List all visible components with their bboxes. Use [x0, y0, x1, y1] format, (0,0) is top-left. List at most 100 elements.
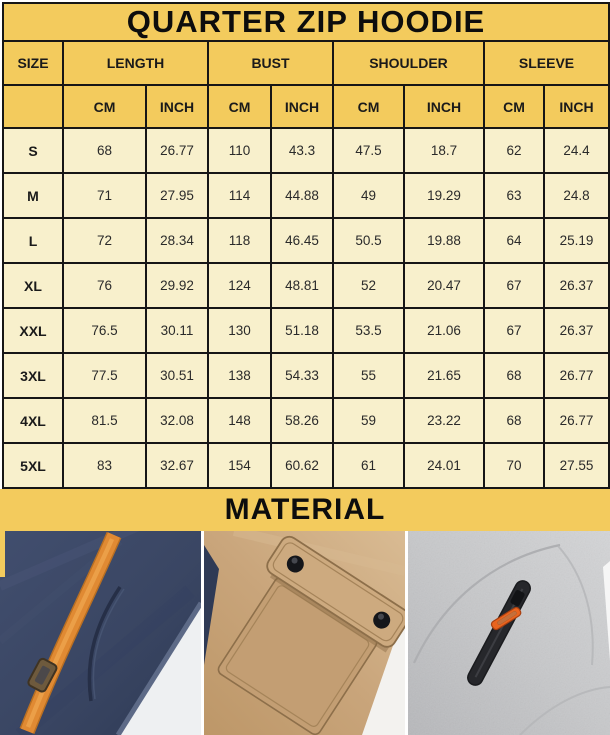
zipper-slider: [510, 590, 525, 607]
cell-bust-cm: 114: [207, 172, 272, 219]
unit-length-inch: INCH: [145, 84, 209, 129]
column-group-header-row: SIZE LENGTH BUST SHOULDER SLEEVE: [2, 40, 610, 86]
navy-fabric-image: [0, 531, 201, 735]
cell-sleeve-cm: 64: [483, 217, 545, 264]
cell-sleeve-inch: 24.4: [542, 127, 610, 174]
cell-size: XL: [2, 262, 64, 309]
size-chart-table: QUARTER ZIP HOODIE SIZE LENGTH BUST SHOU…: [1, 2, 610, 489]
drawstring-buckle: [27, 657, 58, 693]
cell-size: S: [2, 127, 64, 174]
cell-bust-cm: 138: [207, 352, 272, 399]
cell-length-cm: 68: [62, 127, 147, 174]
unit-length-cm: CM: [62, 84, 147, 129]
khaki-fabric-image: [204, 531, 405, 735]
cell-shoulder-cm: 52: [332, 262, 405, 309]
table-row-3xl: 3XL 77.5 30.51 138 54.33 55 21.65 68 26.…: [2, 352, 610, 399]
cell-sleeve-cm: 62: [483, 127, 545, 174]
cell-length-inch: 27.95: [145, 172, 209, 219]
material-photos-row: [0, 531, 610, 735]
cell-shoulder-cm: 55: [332, 352, 405, 399]
table-row-xl: XL 76 29.92 124 48.81 52 20.47 67 26.37: [2, 262, 610, 309]
cell-shoulder-inch: 21.06: [403, 307, 485, 354]
cell-size: 5XL: [2, 442, 64, 489]
cell-length-cm: 72: [62, 217, 147, 264]
cell-shoulder-inch: 18.7: [403, 127, 485, 174]
cell-shoulder-cm: 59: [332, 397, 405, 444]
snap-button-right: [373, 611, 391, 629]
table-row-5xl: 5XL 83 32.67 154 60.62 61 24.01 70 27.55: [2, 442, 610, 489]
unit-sleeve-cm: CM: [483, 84, 545, 129]
cell-shoulder-cm: 50.5: [332, 217, 405, 264]
cell-bust-cm: 154: [207, 442, 272, 489]
table-row-4xl: 4XL 81.5 32.08 148 58.26 59 23.22 68 26.…: [2, 397, 610, 444]
unit-header-spacer: [2, 84, 64, 129]
unit-header-row: CM INCH CM INCH CM INCH CM INCH: [2, 84, 610, 129]
cell-bust-inch: 48.81: [270, 262, 334, 309]
cell-bust-cm: 130: [207, 307, 272, 354]
unit-sleeve-inch: INCH: [542, 84, 610, 129]
photo-navy-drawstring: [0, 531, 201, 735]
navy-sliver: [204, 545, 219, 665]
col-header-shoulder: SHOULDER: [332, 40, 485, 86]
col-header-size: SIZE: [2, 40, 64, 86]
flap-pocket: [217, 535, 405, 735]
cell-sleeve-inch: 25.19: [542, 217, 610, 264]
cell-bust-inch: 60.62: [270, 442, 334, 489]
cell-sleeve-inch: 26.77: [542, 352, 610, 399]
cell-bust-inch: 51.18: [270, 307, 334, 354]
cell-length-inch: 32.67: [145, 442, 209, 489]
cell-sleeve-inch: 26.37: [542, 262, 610, 309]
cell-length-inch: 32.08: [145, 397, 209, 444]
cell-length-inch: 26.77: [145, 127, 209, 174]
snap-button-left: [286, 555, 304, 573]
cell-length-inch: 30.51: [145, 352, 209, 399]
cell-length-cm: 83: [62, 442, 147, 489]
cell-shoulder-inch: 21.65: [403, 352, 485, 399]
cell-bust-cm: 148: [207, 397, 272, 444]
cell-shoulder-inch: 23.22: [403, 397, 485, 444]
cell-shoulder-inch: 19.88: [403, 217, 485, 264]
unit-bust-cm: CM: [207, 84, 272, 129]
cell-sleeve-inch: 24.8: [542, 172, 610, 219]
pocket-seam: [87, 586, 122, 702]
banner-bleed: [0, 531, 5, 577]
cell-length-cm: 71: [62, 172, 147, 219]
cell-sleeve-cm: 63: [483, 172, 545, 219]
cell-bust-inch: 44.88: [270, 172, 334, 219]
material-banner: MATERIAL: [0, 489, 610, 531]
cell-shoulder-cm: 49: [332, 172, 405, 219]
raglan-seam: [413, 543, 561, 664]
cell-bust-inch: 58.26: [270, 397, 334, 444]
cell-shoulder-inch: 24.01: [403, 442, 485, 489]
cell-length-inch: 28.34: [145, 217, 209, 264]
cell-sleeve-cm: 68: [483, 352, 545, 399]
cell-sleeve-inch: 26.77: [542, 397, 610, 444]
cell-bust-cm: 118: [207, 217, 272, 264]
cell-sleeve-cm: 67: [483, 307, 545, 354]
cell-length-cm: 81.5: [62, 397, 147, 444]
unit-bust-inch: INCH: [270, 84, 334, 129]
cell-sleeve-inch: 27.55: [542, 442, 610, 489]
zipper: [467, 580, 531, 686]
material-label: MATERIAL: [224, 493, 386, 526]
fabric-edge: [115, 601, 201, 735]
cell-length-cm: 76: [62, 262, 147, 309]
unit-shoulder-cm: CM: [332, 84, 405, 129]
cell-bust-cm: 110: [207, 127, 272, 174]
backdrop-sliver: [603, 561, 610, 661]
cell-size: L: [2, 217, 64, 264]
cell-sleeve-inch: 26.37: [542, 307, 610, 354]
cell-shoulder-cm: 53.5: [332, 307, 405, 354]
page-title: QUARTER ZIP HOODIE: [1, 2, 610, 42]
col-header-sleeve: SLEEVE: [482, 40, 610, 86]
cell-sleeve-cm: 70: [483, 442, 545, 489]
photo-gray-zipper: [408, 531, 610, 735]
cell-sleeve-cm: 68: [483, 397, 545, 444]
cell-size: 4XL: [2, 397, 64, 444]
col-header-length: LENGTH: [62, 40, 209, 86]
table-row-l: L 72 28.34 118 46.45 50.5 19.88 64 25.19: [2, 217, 610, 264]
gray-fabric-image: [408, 531, 610, 735]
cell-bust-inch: 46.45: [270, 217, 334, 264]
title-row: QUARTER ZIP HOODIE: [1, 2, 610, 42]
